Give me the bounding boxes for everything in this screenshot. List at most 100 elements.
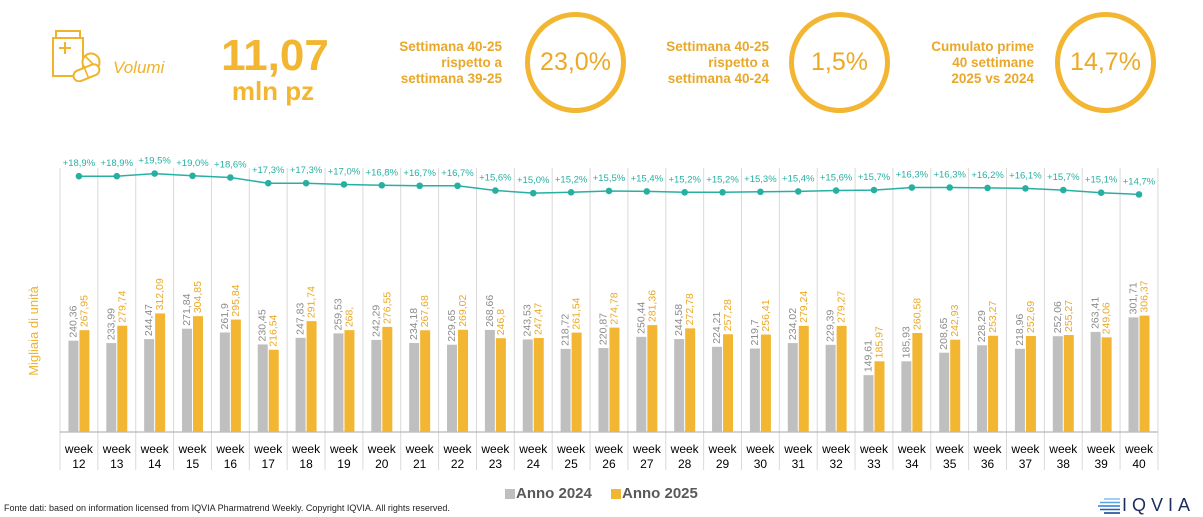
growth-marker-week-21 <box>416 182 423 190</box>
x-tick-week-24: week 24 <box>518 442 548 471</box>
x-tick-number: 30 <box>754 457 768 471</box>
bar-anno-2024-week-18 <box>295 337 306 432</box>
bar-label-anno-2024-week-24: 243,53 <box>522 304 534 336</box>
kpi-label-line: 2025 vs 2024 <box>951 71 1034 86</box>
bar-anno-2025-week-16 <box>230 319 241 432</box>
bar-anno-2025-week-12 <box>79 330 90 432</box>
growth-label-week-14: +19,5% <box>138 156 171 167</box>
growth-label-week-30: +15,3% <box>744 174 777 185</box>
growth-label-week-20: +16,8% <box>366 167 399 178</box>
x-tick-prefix: week <box>1124 442 1154 456</box>
growth-label-week-21: +16,7% <box>403 168 436 179</box>
legend-swatch-anno-2025 <box>611 489 621 499</box>
growth-marker-week-25 <box>567 188 575 196</box>
x-tick-number: 28 <box>678 457 692 471</box>
growth-label-week-25: +15,2% <box>555 174 588 185</box>
chart-legend: Anno 2024 Anno 2025 <box>504 484 724 504</box>
bar-label-anno-2024-week-15: 271,84 <box>181 293 193 325</box>
x-tick-week-28: week 28 <box>670 442 700 471</box>
legend-label-anno-2024: Anno 2024 <box>516 485 592 502</box>
growth-label-week-39: +15,1% <box>1085 175 1118 186</box>
bar-anno-2025-week-21 <box>420 330 431 432</box>
x-tick-number: 12 <box>72 457 86 471</box>
bar-label-anno-2024-week-38: 252,06 <box>1052 301 1064 333</box>
bar-label-anno-2025-week-26: 274,78 <box>608 292 620 324</box>
x-tick-prefix: week <box>783 442 813 456</box>
x-tick-week-34: week 34 <box>897 442 927 471</box>
x-tick-prefix: week <box>215 442 245 456</box>
bar-label-anno-2024-week-16: 261,9 <box>219 303 231 329</box>
growth-marker-week-37 <box>1022 185 1029 192</box>
x-tick-prefix: week <box>329 442 359 456</box>
bar-label-anno-2024-week-21: 234,18 <box>408 308 420 340</box>
weekly-volume-chart: 240,36 233,99 244,47 271,84 261,9 230,45 247,8… <box>26 156 1159 471</box>
bar-label-anno-2025-week-21: 267,68 <box>419 295 431 327</box>
x-tick-prefix: week <box>1010 442 1040 456</box>
bar-label-anno-2025-week-15: 304,85 <box>192 281 204 313</box>
bar-label-anno-2025-week-19: 268, <box>343 307 355 327</box>
bar-label-anno-2025-week-40: 306,37 <box>1139 280 1151 312</box>
x-tick-number: 15 <box>186 457 200 471</box>
bar-label-anno-2024-week-18: 247,83 <box>295 303 307 335</box>
bar-label-anno-2025-week-36: 253,27 <box>987 300 999 332</box>
bar-anno-2025-week-37 <box>1025 335 1036 432</box>
bar-label-anno-2024-week-26: 220,87 <box>597 313 609 345</box>
growth-label-week-31: +15,4% <box>782 173 815 184</box>
growth-marker-week-38 <box>1059 186 1067 194</box>
kpi-cumulative-value: 14,7% <box>1070 48 1141 76</box>
bar-label-anno-2025-week-13: 279,74 <box>116 290 128 322</box>
kpi-week-vs-last-year-label: Settimana 40-25 rispetto a settimana 40-… <box>666 39 769 87</box>
bar-anno-2025-week-34 <box>912 332 923 432</box>
bar-label-anno-2024-week-35: 208,65 <box>938 317 950 349</box>
bar-label-anno-2024-week-19: 259,53 <box>332 298 344 330</box>
x-tick-prefix: week <box>594 442 624 456</box>
bar-anno-2025-week-22 <box>458 329 469 432</box>
growth-marker-week-17 <box>264 179 272 187</box>
x-tick-prefix: week <box>897 442 927 456</box>
bar-anno-2024-week-36 <box>977 345 988 432</box>
x-tick-number: 33 <box>867 457 881 471</box>
growth-label-week-27: +15,4% <box>631 173 664 184</box>
icon-capsule-split <box>83 67 90 79</box>
bar-anno-2025-week-36 <box>988 335 999 432</box>
bar-anno-2025-week-18 <box>306 321 317 432</box>
bar-anno-2024-week-37 <box>1014 348 1025 432</box>
growth-label-week-29: +15,2% <box>706 174 739 185</box>
growth-marker-week-29 <box>719 188 726 196</box>
growth-marker-week-12 <box>75 172 83 180</box>
kpi-label-line: settimana 40-24 <box>667 71 769 86</box>
x-tick-number: 31 <box>792 457 806 471</box>
x-tick-week-35: week 35 <box>935 442 965 471</box>
kpi-label-line: settimana 39-25 <box>400 71 502 86</box>
bar-label-anno-2025-week-23: 246,8 <box>495 309 507 335</box>
x-tick-prefix: week <box>973 442 1003 456</box>
growth-label-week-12: +18,9% <box>63 158 96 169</box>
growth-label-week-38: +15,7% <box>1047 172 1080 183</box>
bar-label-anno-2025-week-12: 267,95 <box>78 295 90 327</box>
x-tick-week-37: week 37 <box>1010 442 1040 471</box>
bar-anno-2024-week-28 <box>674 339 685 432</box>
bar-anno-2024-week-12 <box>68 340 79 432</box>
bar-anno-2025-week-31 <box>798 325 809 432</box>
growth-marker-week-24 <box>529 189 537 197</box>
kpi-label-line: Cumulato prime <box>931 39 1034 54</box>
bar-anno-2024-week-33 <box>863 375 874 432</box>
iqvia-logo-icon <box>1098 498 1120 514</box>
bar-label-anno-2025-week-27: 281,36 <box>646 290 658 322</box>
growth-marker-week-40 <box>1135 191 1143 198</box>
x-tick-prefix: week <box>859 442 889 456</box>
x-tick-prefix: week <box>102 442 132 456</box>
growth-label-week-24: +15,0% <box>517 175 550 186</box>
x-tick-week-27: week 27 <box>632 442 662 471</box>
bar-label-anno-2024-week-31: 234,02 <box>787 308 799 340</box>
kpi-week-vs-last-year-value: 1,5% <box>811 48 868 76</box>
x-tick-number: 37 <box>1019 457 1033 471</box>
bar-label-anno-2025-week-33: 185,97 <box>873 326 885 358</box>
x-tick-week-12: week 12 <box>64 442 94 471</box>
bar-label-anno-2025-week-18: 291,74 <box>306 286 318 318</box>
bar-anno-2024-week-17 <box>257 344 268 432</box>
icon-capsule <box>72 63 101 82</box>
x-tick-number: 21 <box>413 457 427 471</box>
bar-anno-2025-week-20 <box>382 326 393 432</box>
